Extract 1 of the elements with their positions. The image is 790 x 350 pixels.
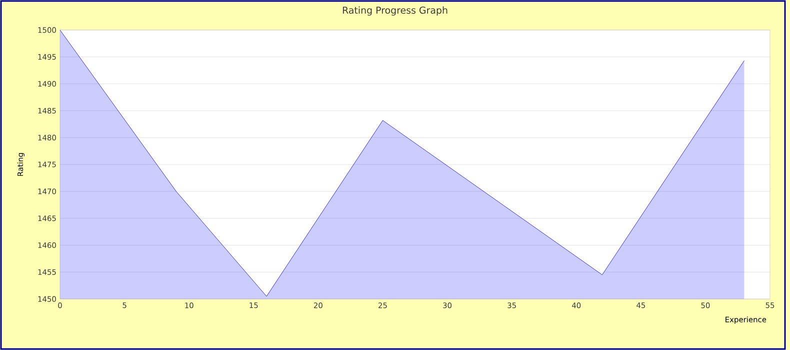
chart-title: Rating Progress Graph <box>342 6 448 16</box>
